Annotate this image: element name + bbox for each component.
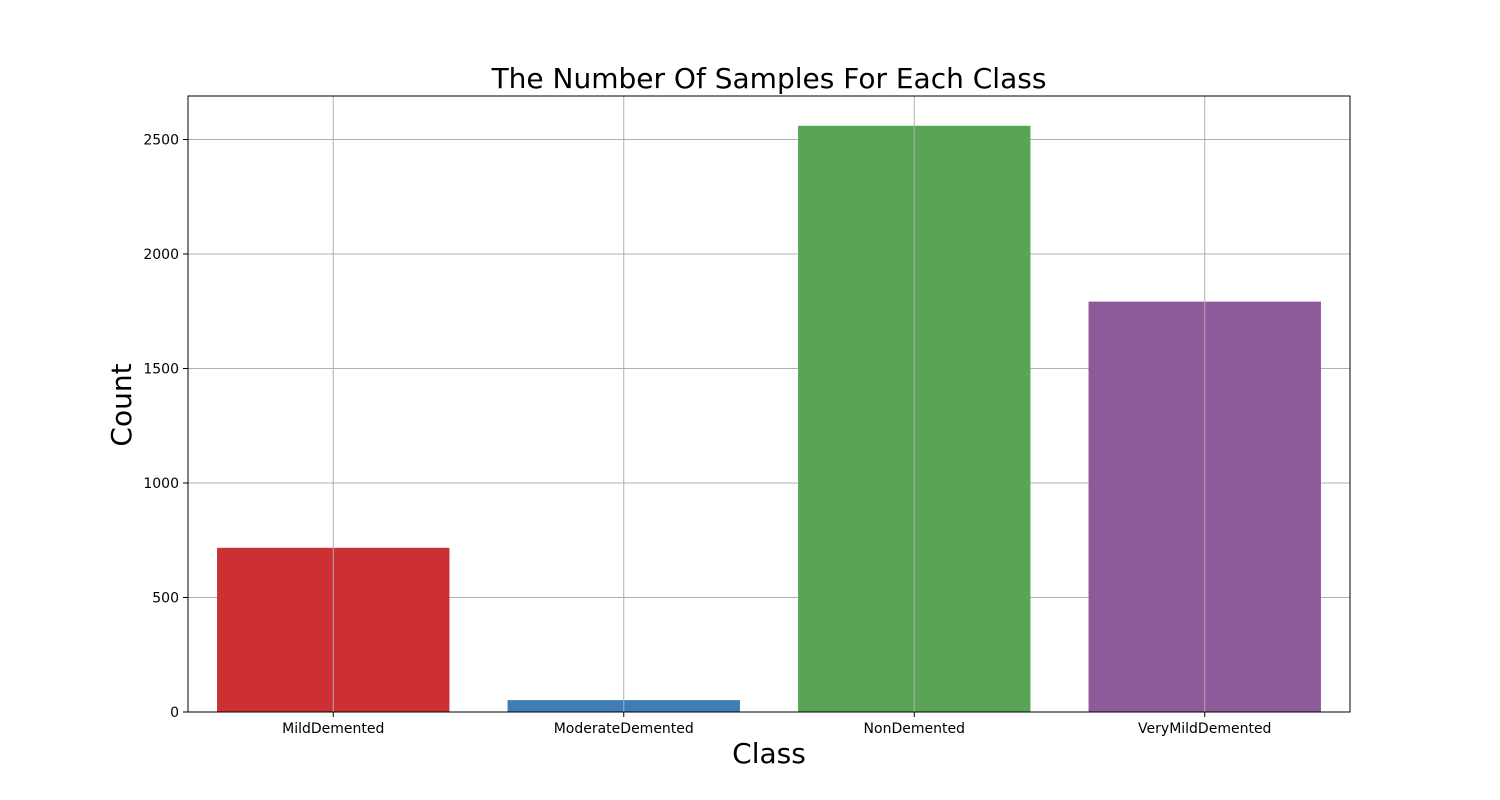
y-tick-label: 2000: [143, 247, 179, 263]
chart-title: The Number Of Samples For Each Class: [491, 62, 1047, 95]
ticks: 0 500 1000 1500 2000 2500 MildDemented Moderate…: [143, 133, 1271, 737]
y-tick-label: 1500: [143, 362, 179, 378]
x-tick-label: VeryMildDemented: [1138, 721, 1271, 737]
x-tick-label: ModerateDemented: [554, 721, 694, 737]
y-axis-label: Count: [105, 363, 138, 446]
x-grid: [332, 96, 1206, 712]
x-tick-label: NonDemented: [864, 721, 965, 737]
y-tick-label: 2500: [143, 133, 179, 149]
y-tick-label: 500: [152, 591, 179, 607]
y-tick-label: 0: [170, 705, 179, 721]
bars: [217, 125, 1321, 712]
x-axis-label: Class: [732, 737, 806, 770]
x-tick-label: MildDemented: [282, 721, 384, 737]
plot-frame: [187, 95, 1351, 713]
y-tick-label: 1000: [143, 476, 179, 492]
